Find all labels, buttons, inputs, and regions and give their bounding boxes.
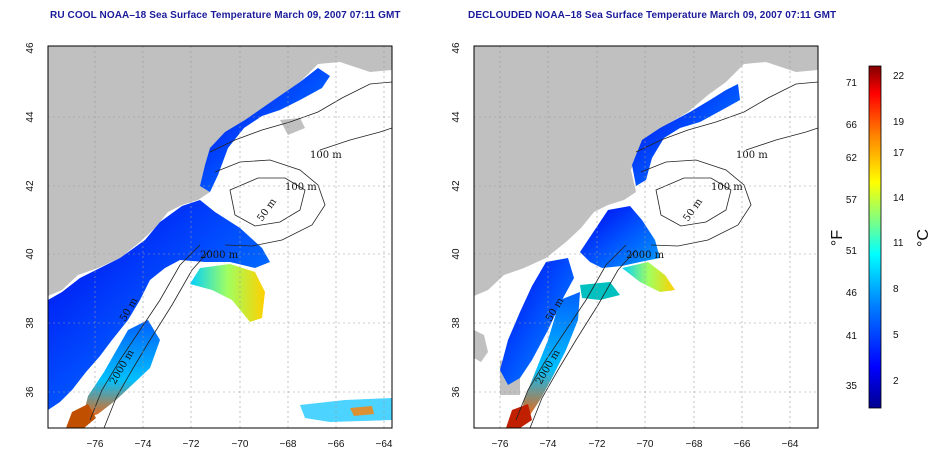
right-x-tick: −64 <box>782 439 799 450</box>
left-x-tick: −76 <box>87 439 104 450</box>
left-contour-label-2: 100 m <box>285 182 317 193</box>
left-contour-label-1: 100 m <box>310 150 342 161</box>
colorbar-gradient <box>868 65 882 409</box>
left-x-tick: −74 <box>135 439 152 450</box>
fahrenheit-tick: 41 <box>846 331 858 342</box>
fahrenheit-tick: 57 <box>846 195 858 206</box>
left-sst-shelf <box>48 200 270 410</box>
left-sst-gulf-of-maine <box>200 68 330 192</box>
left-x-tick: −70 <box>232 439 249 450</box>
colorbar-celsius-ticks: 22 19 17 14 11 8 5 2 <box>893 71 905 387</box>
fahrenheit-tick: 51 <box>846 246 858 257</box>
fahrenheit-tick: 46 <box>846 288 858 299</box>
left-y-tick: 42 <box>25 180 36 192</box>
right-x-tick: −74 <box>540 439 557 450</box>
left-land-mass <box>48 46 392 296</box>
right-contour-label-1: 100 m <box>736 150 768 161</box>
celsius-tick: 19 <box>893 117 905 128</box>
celsius-tick: 2 <box>893 376 899 387</box>
right-y-tick: 46 <box>451 42 462 54</box>
right-x-tick: −70 <box>637 439 654 450</box>
right-land-mass <box>474 46 818 296</box>
right-x-tick: −72 <box>589 439 606 450</box>
fahrenheit-tick: 66 <box>846 120 858 131</box>
left-x-tick: −72 <box>183 439 200 450</box>
celsius-tick: 22 <box>893 71 905 82</box>
fahrenheit-tick: 71 <box>846 78 858 89</box>
left-y-tick: 44 <box>25 111 36 123</box>
left-map-panel: 100 m 100 m 50 m 2000 m 50 m 2000 m −76 … <box>25 42 393 450</box>
left-x-tick: −64 <box>376 439 393 450</box>
left-map-title: RU COOL NOAA–18 Sea Surface Temperature … <box>50 10 401 21</box>
left-x-axis: −76 −74 −72 −70 −68 −66 −64 <box>87 439 393 450</box>
right-sst-shelf <box>580 206 660 268</box>
right-x-tick: −66 <box>734 439 751 450</box>
left-y-axis: 46 44 42 40 38 36 <box>25 42 36 398</box>
right-map-title: DECLOUDED NOAA–18 Sea Surface Temperatur… <box>468 10 837 21</box>
right-x-axis: −76 −74 −72 −70 −68 −66 −64 <box>492 439 799 450</box>
fahrenheit-label: °F <box>829 230 846 246</box>
right-y-tick: 40 <box>451 248 462 260</box>
right-y-tick: 36 <box>451 386 462 398</box>
fahrenheit-tick: 35 <box>846 381 858 392</box>
right-y-axis: 46 44 42 40 38 36 <box>451 42 462 398</box>
right-y-tick: 44 <box>451 111 462 123</box>
right-map-panel: 100 m 100 m 50 m 2000 m 50 m 2000 m −76 … <box>451 42 819 450</box>
right-x-tick: −68 <box>686 439 703 450</box>
colorbar-fahrenheit-ticks: 71 66 62 57 51 46 41 35 <box>846 78 858 392</box>
celsius-tick: 5 <box>893 330 899 341</box>
celsius-tick: 8 <box>893 284 899 295</box>
right-y-tick: 42 <box>451 180 462 192</box>
right-y-tick: 38 <box>451 317 462 329</box>
left-contour-label-4: 2000 m <box>200 250 239 261</box>
right-contour-label-4: 2000 m <box>626 250 665 261</box>
left-x-tick: −68 <box>280 439 297 450</box>
left-y-tick: 36 <box>25 386 36 398</box>
left-x-tick: −66 <box>328 439 345 450</box>
left-sst-warm-slope <box>190 264 265 322</box>
left-y-tick: 40 <box>25 248 36 260</box>
right-contour-label-2: 100 m <box>711 182 743 193</box>
celsius-label: °C <box>915 229 932 247</box>
left-bathymetry-contours <box>89 81 392 428</box>
left-y-tick: 46 <box>25 42 36 54</box>
fahrenheit-tick: 62 <box>846 153 858 164</box>
temperature-colorbar: 71 66 62 57 51 46 41 35 22 19 17 14 11 8… <box>829 65 932 409</box>
celsius-tick: 14 <box>893 193 905 204</box>
right-x-tick: −76 <box>492 439 509 450</box>
celsius-tick: 11 <box>893 238 904 249</box>
left-y-tick: 38 <box>25 317 36 329</box>
right-sst-gulf-of-maine <box>632 84 740 186</box>
celsius-tick: 17 <box>893 148 905 159</box>
